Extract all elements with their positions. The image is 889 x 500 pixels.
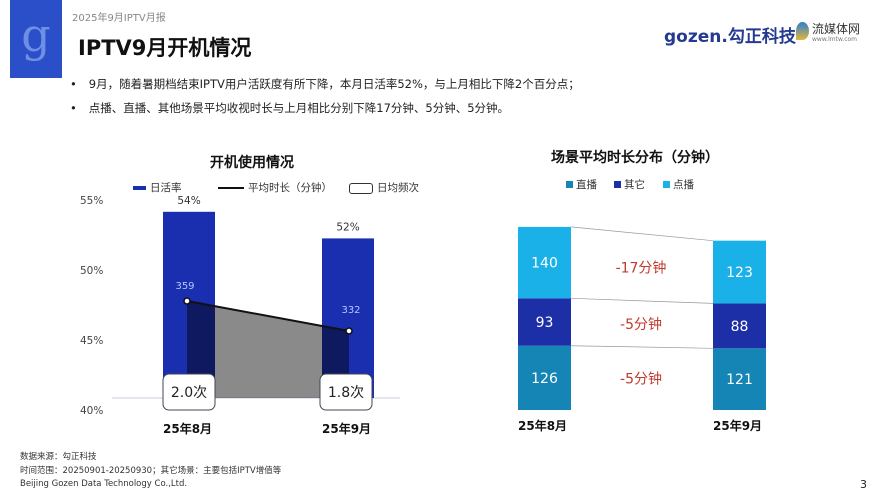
y-tick: 50% <box>80 265 104 277</box>
frequency-box <box>162 373 216 411</box>
bar-daily-active <box>322 238 374 398</box>
y-tick: 40% <box>80 405 104 417</box>
stacked-segment <box>518 298 571 346</box>
legend-label: 其它 <box>624 179 645 191</box>
legend-line-swatch <box>218 187 244 189</box>
usage-chart-title: 开机使用情况 <box>210 155 294 171</box>
legend-avg-duration: 平均时长（分钟） <box>218 180 332 195</box>
data-source: 数据来源：勾正科技 <box>20 452 97 462</box>
bullet-2: 点播、直播、其他场景平均收视时长与上月相比分别下降17分钟、5分钟、5分钟。 <box>70 100 509 116</box>
legend-other: 其它 <box>614 177 645 192</box>
stacked-segment <box>518 345 571 410</box>
duration-label: 332 <box>341 305 360 316</box>
x-label-sep: 25年9月 <box>713 419 763 433</box>
bar-label: 52% <box>336 221 359 233</box>
duration-line <box>186 300 350 332</box>
legend-swatch <box>663 181 670 188</box>
delta-annotation: -5分钟 <box>620 371 662 388</box>
legend-daily-active: 日活率 <box>133 180 182 195</box>
report-subtitle: 2025年9月IPTV月报 <box>72 13 166 24</box>
legend-label: 直播 <box>576 179 597 191</box>
lmtw-logo-icon <box>796 22 809 40</box>
frequency-box <box>319 373 373 411</box>
stacked-segment <box>713 240 766 304</box>
gozen-logo: gozen.勾正科技 <box>664 27 796 47</box>
stacked-segment <box>518 226 571 299</box>
scene-chart-title: 场景平均时长分布（分钟） <box>551 150 719 166</box>
connector-line <box>570 345 714 349</box>
x-label-aug: 25年8月 <box>163 422 213 436</box>
bullet-1: 9月，随着暑期档结束IPTV用户活跃度有所下降，本月日活率52%，与上月相比下降… <box>70 76 580 92</box>
segment-label: 121 <box>726 372 753 388</box>
legend-vod: 点播 <box>663 177 694 192</box>
page-title: IPTV9月开机情况 <box>78 36 252 60</box>
time-range-note: 时间范围：20250901-20250930；其它场景：主要包括IPTV增值等 <box>20 466 282 476</box>
stacked-segment <box>713 303 766 349</box>
delta-annotation: -5分钟 <box>620 316 662 333</box>
segment-label: 93 <box>536 315 554 331</box>
duration-area <box>187 301 349 398</box>
y-tick: 45% <box>80 335 104 347</box>
x-label-sep: 25年9月 <box>322 422 372 436</box>
lmtw-url: www.lmtw.com <box>812 36 858 43</box>
connector-line <box>570 226 714 242</box>
legend-label: 日均频次 <box>377 182 419 194</box>
delta-annotation: -17分钟 <box>616 259 667 276</box>
frequency-label: 1.8次 <box>328 385 364 401</box>
legend-live: 直播 <box>566 177 597 192</box>
segment-label: 123 <box>726 265 753 281</box>
segment-label: 126 <box>531 371 558 387</box>
legend-label: 点播 <box>673 179 694 191</box>
duration-label: 359 <box>175 281 194 292</box>
duration-point <box>183 297 191 305</box>
x-label-aug: 25年8月 <box>518 419 568 433</box>
page-number: 3 <box>860 478 867 491</box>
legend-swatch <box>614 181 621 188</box>
legend-swatch <box>566 181 573 188</box>
segment-label: 88 <box>731 319 749 335</box>
y-tick: 55% <box>80 195 104 207</box>
stacked-segment <box>713 348 766 410</box>
frequency-label: 2.0次 <box>171 385 207 401</box>
bar-label: 54% <box>177 195 200 207</box>
legend-bar-swatch <box>133 186 146 190</box>
connector-line <box>570 297 714 304</box>
logo-block <box>10 0 62 78</box>
segment-label: 140 <box>531 256 558 272</box>
legend-daily-frequency: 日均频次 <box>349 180 419 195</box>
legend-box-swatch <box>349 182 373 194</box>
duration-point <box>345 327 353 335</box>
logo-letter: g <box>21 8 51 62</box>
legend-label: 日活率 <box>150 182 182 194</box>
company-name: Beijing Gozen Data Technology Co.,Ltd. <box>20 479 188 489</box>
legend-label: 平均时长（分钟） <box>248 182 332 194</box>
lmtw-logo: 流媒体网 <box>812 22 861 36</box>
